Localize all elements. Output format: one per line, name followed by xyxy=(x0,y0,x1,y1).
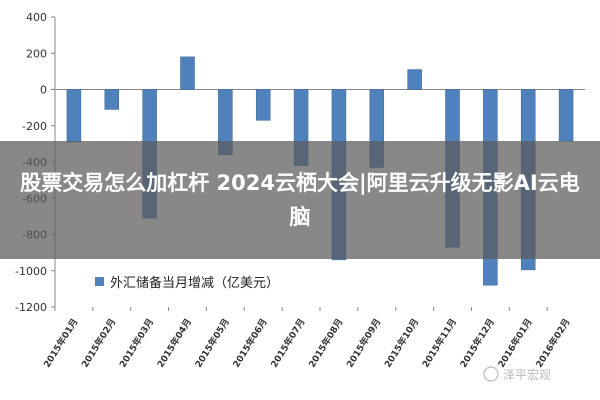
y-tick-label: 200 xyxy=(26,47,47,60)
headline-banner: 股票交易怎么加杠杆 2024云栖大会|阿里云升级无影AI云电脑 xyxy=(0,141,600,259)
y-tick-label: -1200 xyxy=(15,301,47,314)
bar xyxy=(407,69,422,90)
x-tick-label: 2015年11月 xyxy=(419,316,459,369)
y-tick-label: 0 xyxy=(40,84,47,97)
bar xyxy=(104,89,120,110)
legend: 外汇储备当月增减（亿美元） xyxy=(95,275,279,291)
bar xyxy=(66,89,82,143)
legend-swatch xyxy=(95,277,104,286)
watermark: 泽平宏观 xyxy=(483,366,551,382)
x-tick-label: 2015年07月 xyxy=(268,316,308,369)
x-tick-label: 2015年01月 xyxy=(41,316,81,369)
headline-title[interactable]: 股票交易怎么加杠杆 2024云栖大会|阿里云升级无影AI云电脑 xyxy=(20,171,580,229)
x-tick-label: 2015年09月 xyxy=(344,316,384,369)
y-tick-label: 400 xyxy=(26,11,47,24)
y-tick-label: -1000 xyxy=(15,265,47,278)
x-tick-label: 2015年06月 xyxy=(230,316,270,369)
x-tick-label: 2015年12月 xyxy=(457,316,497,369)
x-axis-ticks: 2015年01月 2015年02月 2015年03月 2015年04月 2015年05月… xyxy=(41,307,573,370)
x-tick-label: 2015年05月 xyxy=(192,316,232,369)
x-tick-label: 2015年04月 xyxy=(154,316,194,369)
legend-label: 外汇储备当月增减（亿美元） xyxy=(110,275,279,291)
x-tick-label: 2015年10月 xyxy=(382,316,422,369)
x-tick-label: 2016年02月 xyxy=(533,316,573,369)
watermark-logo-icon xyxy=(483,366,499,382)
bar xyxy=(255,89,271,121)
y-tick-label: -200 xyxy=(22,120,47,133)
x-tick-label: 2015年08月 xyxy=(306,316,346,369)
bar xyxy=(180,56,195,90)
x-tick-label: 2015年03月 xyxy=(117,316,157,369)
x-tick-label: 2016年01月 xyxy=(495,316,535,369)
watermark-text: 泽平宏观 xyxy=(503,367,551,382)
bar xyxy=(558,89,574,142)
x-tick-label: 2015年02月 xyxy=(79,316,119,369)
